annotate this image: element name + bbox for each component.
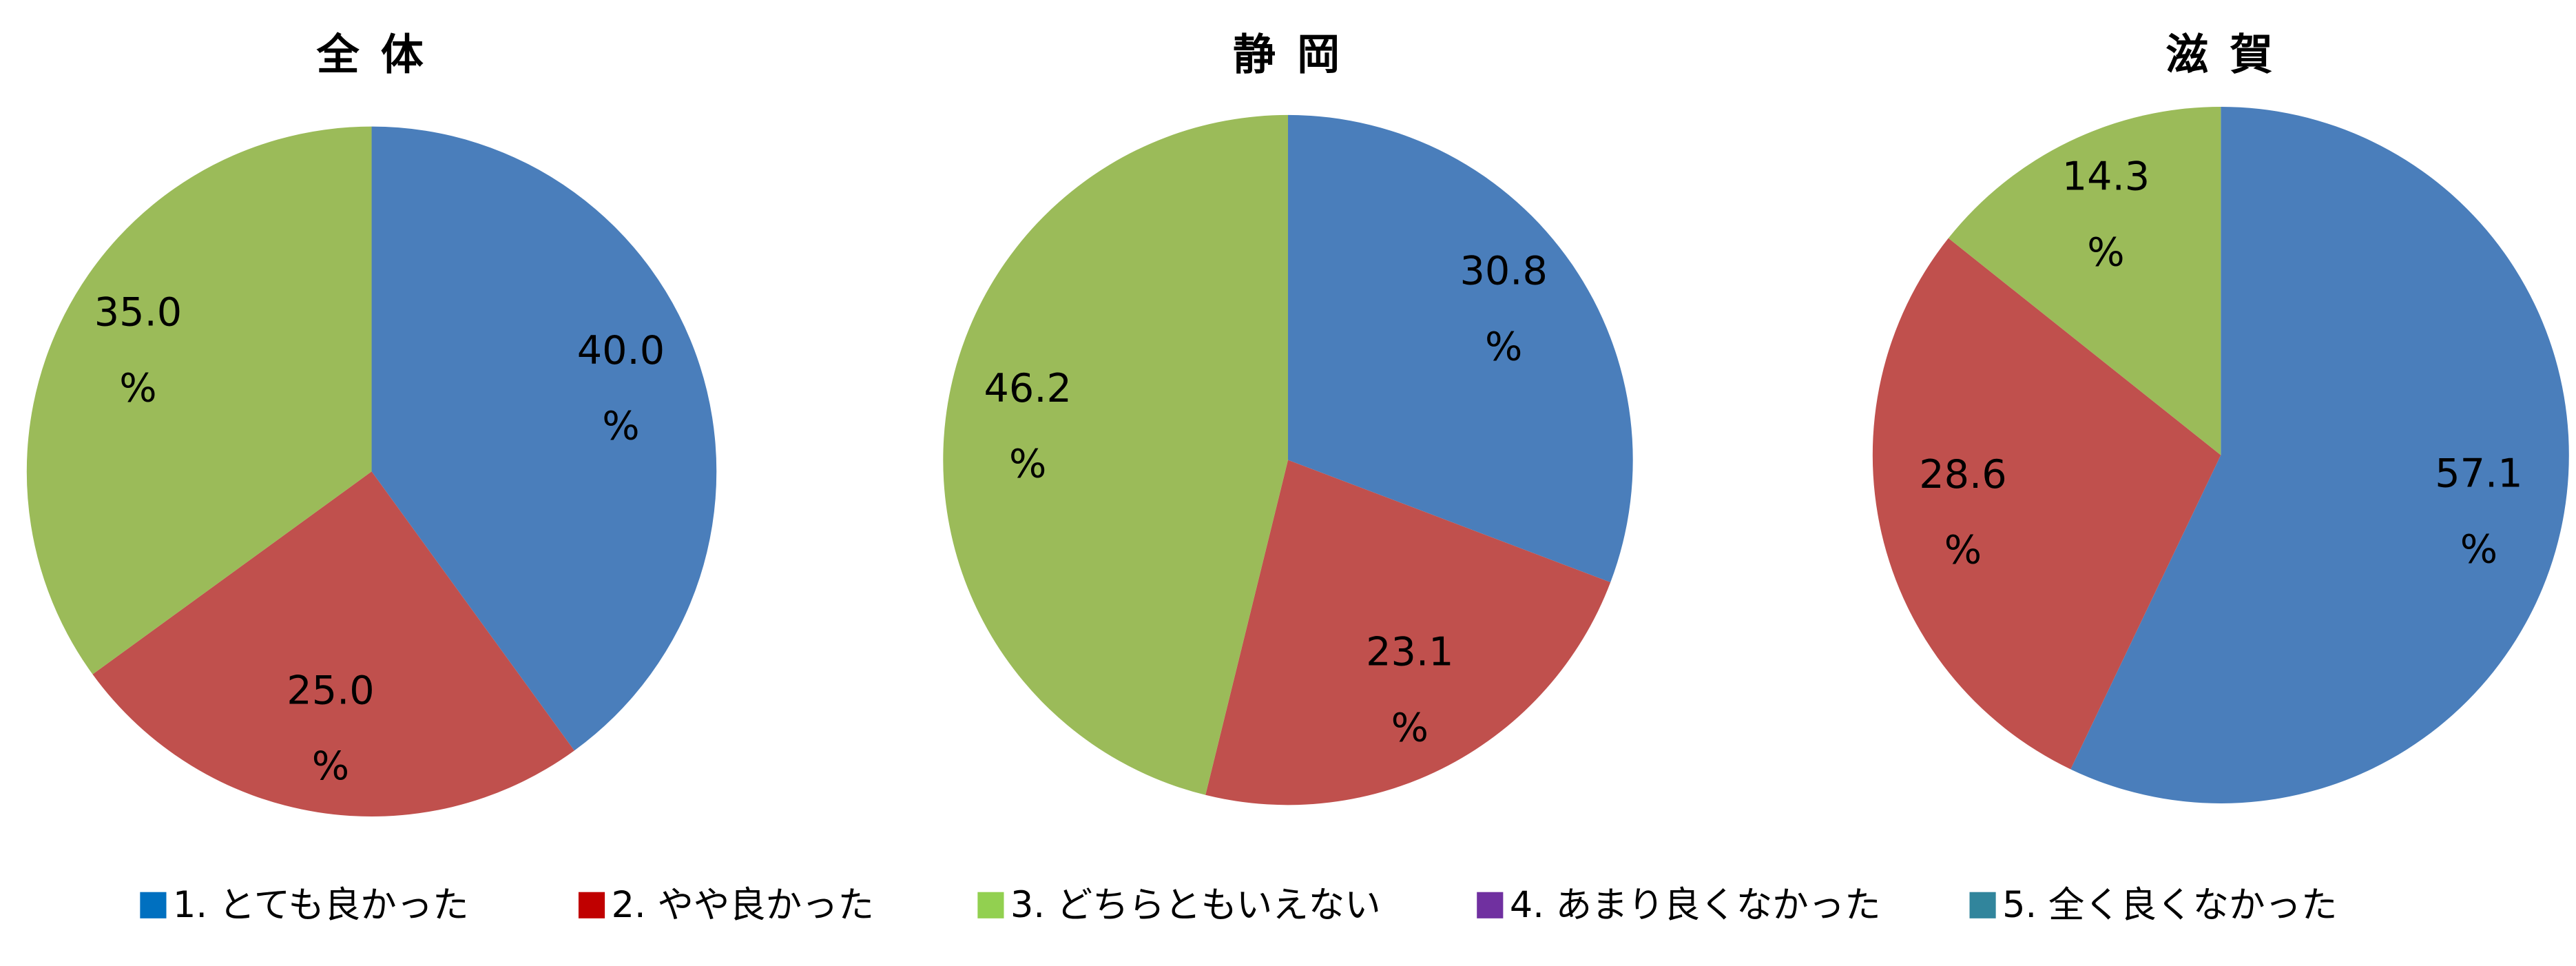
pie-slice bbox=[1872, 238, 2221, 770]
data-label: 30.8% bbox=[1460, 248, 1547, 369]
pie-slice bbox=[943, 114, 1288, 795]
chart-title: 静 岡 bbox=[1233, 30, 1343, 80]
legend-swatch bbox=[140, 892, 167, 918]
chart-title: 滋 賀 bbox=[2165, 30, 2276, 80]
pie-slice bbox=[92, 471, 574, 817]
data-label: 14.3% bbox=[2062, 154, 2150, 275]
data-label: 57.1% bbox=[2435, 451, 2522, 572]
pie-slice bbox=[1948, 106, 2221, 455]
data-label: 25.0% bbox=[287, 668, 374, 789]
data-label: 35.0% bbox=[94, 289, 182, 411]
pie-slice bbox=[2070, 106, 2569, 803]
legend-label: 1. とても良かった bbox=[173, 884, 469, 926]
legend-swatch bbox=[578, 892, 605, 918]
pie-slice bbox=[1288, 114, 1633, 583]
pie-slice bbox=[371, 126, 717, 751]
chart-title: 全 体 bbox=[316, 30, 427, 80]
data-label: 40.0% bbox=[577, 328, 665, 449]
data-label: 23.1% bbox=[1366, 629, 1453, 750]
pie-slice bbox=[1205, 460, 1611, 805]
legend-label: 3. どちらともいえない bbox=[1010, 884, 1381, 926]
pie-slice bbox=[26, 126, 372, 675]
legend-label: 5. 全く良くなかった bbox=[2002, 884, 2337, 926]
legend-label: 4. あまり良くなかった bbox=[1510, 884, 1881, 926]
legend-swatch bbox=[977, 892, 1004, 918]
data-label: 28.6% bbox=[1919, 451, 2006, 573]
legend-swatch bbox=[1477, 892, 1504, 918]
data-label: 46.2% bbox=[984, 366, 1072, 487]
legend-swatch bbox=[1969, 892, 1996, 918]
legend-label: 2. やや良かった bbox=[612, 884, 874, 926]
